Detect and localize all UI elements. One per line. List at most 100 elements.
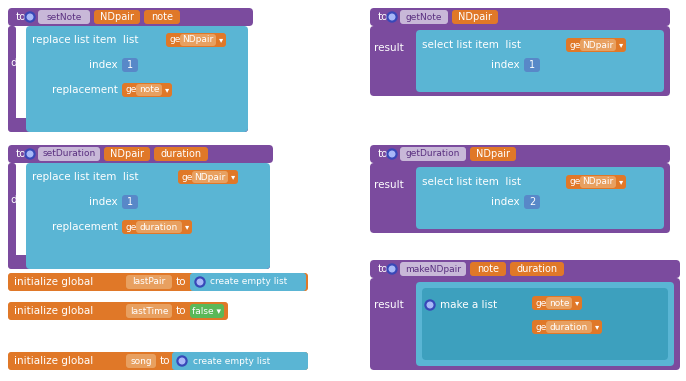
Text: result: result (374, 300, 404, 310)
FancyBboxPatch shape (524, 195, 540, 209)
FancyBboxPatch shape (154, 147, 208, 161)
FancyBboxPatch shape (178, 170, 238, 184)
Circle shape (427, 302, 433, 308)
FancyBboxPatch shape (192, 171, 228, 183)
Circle shape (425, 300, 435, 310)
FancyBboxPatch shape (126, 354, 156, 368)
Text: index: index (491, 197, 520, 207)
Text: lastTime: lastTime (130, 306, 168, 315)
FancyBboxPatch shape (8, 255, 270, 269)
Text: get: get (169, 35, 184, 45)
Text: ▾: ▾ (595, 322, 600, 331)
Text: duration: duration (517, 264, 558, 274)
FancyBboxPatch shape (126, 275, 172, 289)
Text: get: get (125, 223, 140, 232)
Text: NDpair: NDpair (582, 178, 613, 187)
Text: song: song (130, 357, 152, 365)
FancyBboxPatch shape (566, 175, 626, 189)
FancyBboxPatch shape (400, 10, 448, 24)
Text: to: to (16, 149, 27, 159)
FancyBboxPatch shape (370, 260, 680, 278)
FancyBboxPatch shape (470, 147, 516, 161)
Text: replacement: replacement (52, 222, 118, 232)
Circle shape (179, 358, 185, 364)
FancyBboxPatch shape (122, 83, 172, 97)
FancyBboxPatch shape (546, 297, 572, 309)
FancyBboxPatch shape (8, 26, 16, 124)
FancyBboxPatch shape (370, 278, 680, 370)
Circle shape (177, 356, 187, 366)
FancyBboxPatch shape (8, 163, 16, 261)
Text: 1: 1 (529, 60, 535, 70)
Circle shape (27, 151, 33, 157)
FancyBboxPatch shape (546, 321, 592, 333)
FancyBboxPatch shape (416, 282, 674, 366)
FancyBboxPatch shape (172, 352, 308, 370)
Text: setDuration: setDuration (43, 149, 95, 158)
Text: to: to (176, 306, 187, 316)
Text: index: index (89, 197, 118, 207)
Text: getNote: getNote (405, 13, 442, 21)
Circle shape (25, 12, 35, 22)
Text: index: index (89, 60, 118, 70)
Text: replace list item  list: replace list item list (32, 172, 139, 182)
Text: note: note (477, 264, 499, 274)
Text: ▾: ▾ (185, 223, 189, 232)
FancyBboxPatch shape (470, 262, 506, 276)
FancyBboxPatch shape (38, 147, 100, 161)
FancyBboxPatch shape (26, 26, 248, 132)
Text: get: get (535, 322, 550, 331)
Text: ▾: ▾ (231, 173, 235, 181)
Text: to: to (160, 356, 171, 366)
FancyBboxPatch shape (532, 320, 602, 334)
Circle shape (27, 14, 33, 20)
FancyBboxPatch shape (580, 39, 616, 51)
Circle shape (389, 14, 395, 20)
Circle shape (387, 149, 397, 159)
FancyBboxPatch shape (8, 352, 308, 370)
Text: ▾: ▾ (165, 85, 169, 94)
FancyBboxPatch shape (38, 10, 90, 24)
FancyBboxPatch shape (122, 58, 138, 72)
Text: duration: duration (550, 322, 588, 331)
FancyBboxPatch shape (26, 163, 270, 269)
Text: duration: duration (140, 223, 178, 232)
Text: get: get (181, 173, 196, 181)
FancyBboxPatch shape (416, 30, 664, 92)
Text: makeNDpair: makeNDpair (405, 264, 461, 274)
FancyBboxPatch shape (190, 304, 224, 318)
Text: initialize global: initialize global (14, 356, 93, 366)
FancyBboxPatch shape (180, 34, 216, 46)
FancyBboxPatch shape (524, 58, 540, 72)
Text: to: to (378, 264, 388, 274)
FancyBboxPatch shape (94, 10, 140, 24)
FancyBboxPatch shape (370, 145, 670, 163)
FancyBboxPatch shape (8, 302, 228, 320)
Text: to: to (16, 12, 27, 22)
Text: setNote: setNote (47, 13, 82, 21)
Text: get: get (569, 178, 584, 187)
Text: NDpair: NDpair (582, 40, 613, 50)
FancyBboxPatch shape (532, 296, 582, 310)
Text: NDpair: NDpair (458, 12, 492, 22)
Text: ▾: ▾ (619, 40, 624, 50)
Text: create empty list: create empty list (210, 277, 287, 287)
Circle shape (389, 266, 395, 272)
FancyBboxPatch shape (126, 304, 172, 318)
FancyBboxPatch shape (370, 26, 670, 96)
Text: replacement: replacement (52, 85, 118, 95)
Circle shape (387, 264, 397, 274)
Text: note: note (549, 298, 569, 307)
FancyBboxPatch shape (8, 145, 273, 163)
Text: get: get (125, 85, 140, 94)
Text: replace list item  list: replace list item list (32, 35, 139, 45)
Text: index: index (491, 60, 520, 70)
FancyBboxPatch shape (104, 147, 150, 161)
FancyBboxPatch shape (510, 262, 564, 276)
Text: get: get (569, 40, 584, 50)
Text: to: to (176, 277, 187, 287)
Text: to: to (378, 12, 388, 22)
FancyBboxPatch shape (370, 8, 670, 26)
Text: do: do (10, 195, 23, 205)
FancyBboxPatch shape (122, 220, 192, 234)
